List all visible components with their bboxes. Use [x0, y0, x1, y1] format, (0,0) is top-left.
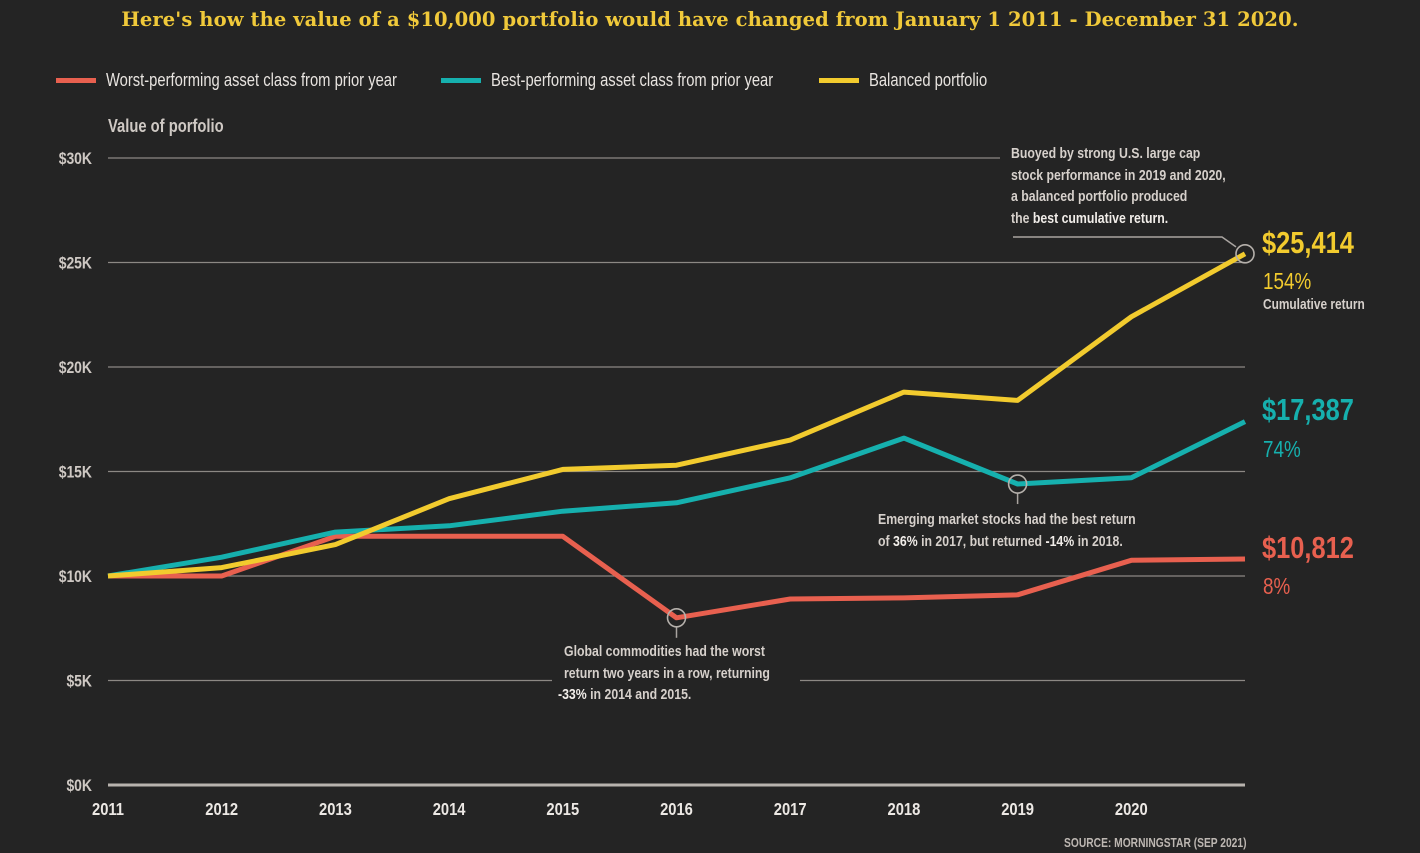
- callout-balanced-bold: best cumulative return.: [1032, 209, 1169, 227]
- legend-swatch-balanced: [818, 78, 859, 83]
- annotation-markers: [666, 244, 1255, 628]
- callout-commodities-post: in 2014 and 2015.: [586, 686, 692, 703]
- end-value-worst-text: $10,812: [1262, 530, 1354, 565]
- callout-commodities-line3: -33% in 2014 and 2015.: [558, 684, 691, 706]
- legend-swatch-best: [440, 78, 481, 83]
- x-tick-label: 2017: [774, 800, 807, 820]
- x-tick-label: 2019: [1001, 800, 1034, 820]
- chart-title: Here's how the value of a $10,000 portfo…: [121, 8, 1299, 31]
- x-tick-labels: 2011 2012 2013 2014 2015 2016 2017 2018 2019 2020: [92, 800, 1148, 820]
- y-axis-title: Value of porfolio: [108, 116, 249, 137]
- y-tick-label: $30K: [59, 150, 93, 169]
- source-note-text: SOURCE: MORNINGSTAR (SEP 2021): [1063, 836, 1246, 850]
- legend-label-worst: Worst-performing asset class from prior …: [106, 70, 397, 90]
- x-tick-label: 2011: [92, 800, 124, 820]
- end-value-best-text: $17,387: [1262, 392, 1354, 427]
- annotation-leaders: [675, 236, 1237, 638]
- end-pct-best-text: 74%: [1263, 436, 1301, 462]
- callout-emerging-line2: of 36% in 2017, but returned -14% in 201…: [878, 531, 1123, 553]
- cumulative-return-label-text: Cumulative return: [1263, 297, 1365, 313]
- callout-balanced: Buoyed by strong U.S. large cap stock pe…: [1011, 143, 1273, 229]
- callout-emerging-mid: in 2017, but returned: [917, 532, 1046, 550]
- y-tick-label: $25K: [59, 254, 93, 273]
- callout-balanced-line2: stock performance in 2019 and 2020,: [1011, 166, 1226, 184]
- legend: Worst-performing asset class from prior …: [56, 70, 1043, 91]
- annotation-marker: [666, 607, 687, 628]
- end-value-balanced: $25,414: [1262, 226, 1374, 260]
- callout-commodities: Global commodities had the worst return …: [558, 641, 815, 706]
- callout-commodities-line1: Global commodities had the worst: [564, 643, 765, 660]
- source-note: SOURCE: MORNINGSTAR (SEP 2021): [1024, 836, 1246, 850]
- end-value-worst: $10,812: [1262, 531, 1374, 565]
- end-pct-worst-text: 8%: [1263, 573, 1291, 599]
- x-tick-label: 2016: [660, 800, 693, 820]
- x-tick-label: 2014: [433, 800, 467, 820]
- x-tick-label: 2020: [1115, 800, 1148, 820]
- callout-balanced-line3: a balanced portfolio produced: [1011, 188, 1188, 205]
- y-tick-label: $20K: [59, 359, 93, 378]
- callout-balanced-line4: the best cumulative return.: [1011, 208, 1168, 230]
- gridlines: [108, 157, 1245, 787]
- cumulative-return-label: Cumulative return: [1263, 297, 1387, 313]
- end-pct-worst: 8%: [1263, 573, 1296, 599]
- callout-commodities-line2: return two years in a row, returning: [564, 664, 770, 682]
- x-tick-label: 2015: [546, 800, 579, 820]
- end-value-best: $17,387: [1262, 393, 1374, 427]
- annotation-marker: [1007, 474, 1028, 494]
- callout-emerging-pre: of: [878, 532, 894, 550]
- callout-emerging-bold2: -14%: [1045, 532, 1075, 550]
- x-tick-label: 2012: [205, 800, 238, 820]
- legend-label-balanced: Balanced portfolio: [868, 70, 988, 90]
- series-line-best: [107, 419, 1247, 579]
- end-value-balanced-text: $25,414: [1262, 225, 1354, 260]
- end-pct-balanced: 154%: [1263, 268, 1322, 294]
- y-axis-title-text: Value of porfolio: [108, 116, 224, 136]
- end-pct-balanced-text: 154%: [1263, 268, 1312, 294]
- legend-item-balanced: Balanced portfolio: [818, 70, 1013, 91]
- x-tick-label: 2013: [319, 800, 352, 820]
- legend-label-best: Best-performing asset class from prior y…: [490, 70, 773, 90]
- series-line-worst: [108, 533, 1246, 621]
- callout-emerging: Emerging market stocks had the best retu…: [878, 509, 1192, 552]
- series-lines: [107, 251, 1247, 621]
- y-tick-label: $0K: [66, 777, 92, 796]
- annotation-leader-line: [1013, 236, 1237, 248]
- legend-item-best: Best-performing asset class from prior y…: [440, 70, 835, 91]
- annotation-marker: [1235, 244, 1255, 264]
- callout-emerging-bold1: 36%: [893, 532, 918, 550]
- callout-balanced-prefix: the: [1011, 209, 1033, 227]
- y-tick-label: $5K: [66, 672, 92, 691]
- legend-swatch-worst: [56, 78, 96, 83]
- end-pct-best: 74%: [1263, 436, 1309, 462]
- y-tick-label: $15K: [59, 463, 93, 482]
- y-tick-label: $10K: [59, 568, 93, 587]
- legend-item-worst: Worst-performing asset class from prior …: [56, 70, 461, 91]
- series-line-balanced: [107, 251, 1247, 579]
- callout-balanced-line1: Buoyed by strong U.S. large cap: [1011, 145, 1201, 162]
- callout-emerging-post: in 2018.: [1074, 532, 1123, 550]
- x-tick-label: 2018: [887, 800, 920, 820]
- y-tick-labels: $0K $5K $10K $15K $20K $25K $30K: [59, 150, 93, 796]
- callout-emerging-line1: Emerging market stocks had the best retu…: [878, 511, 1136, 528]
- callout-commodities-bold: -33%: [558, 686, 587, 703]
